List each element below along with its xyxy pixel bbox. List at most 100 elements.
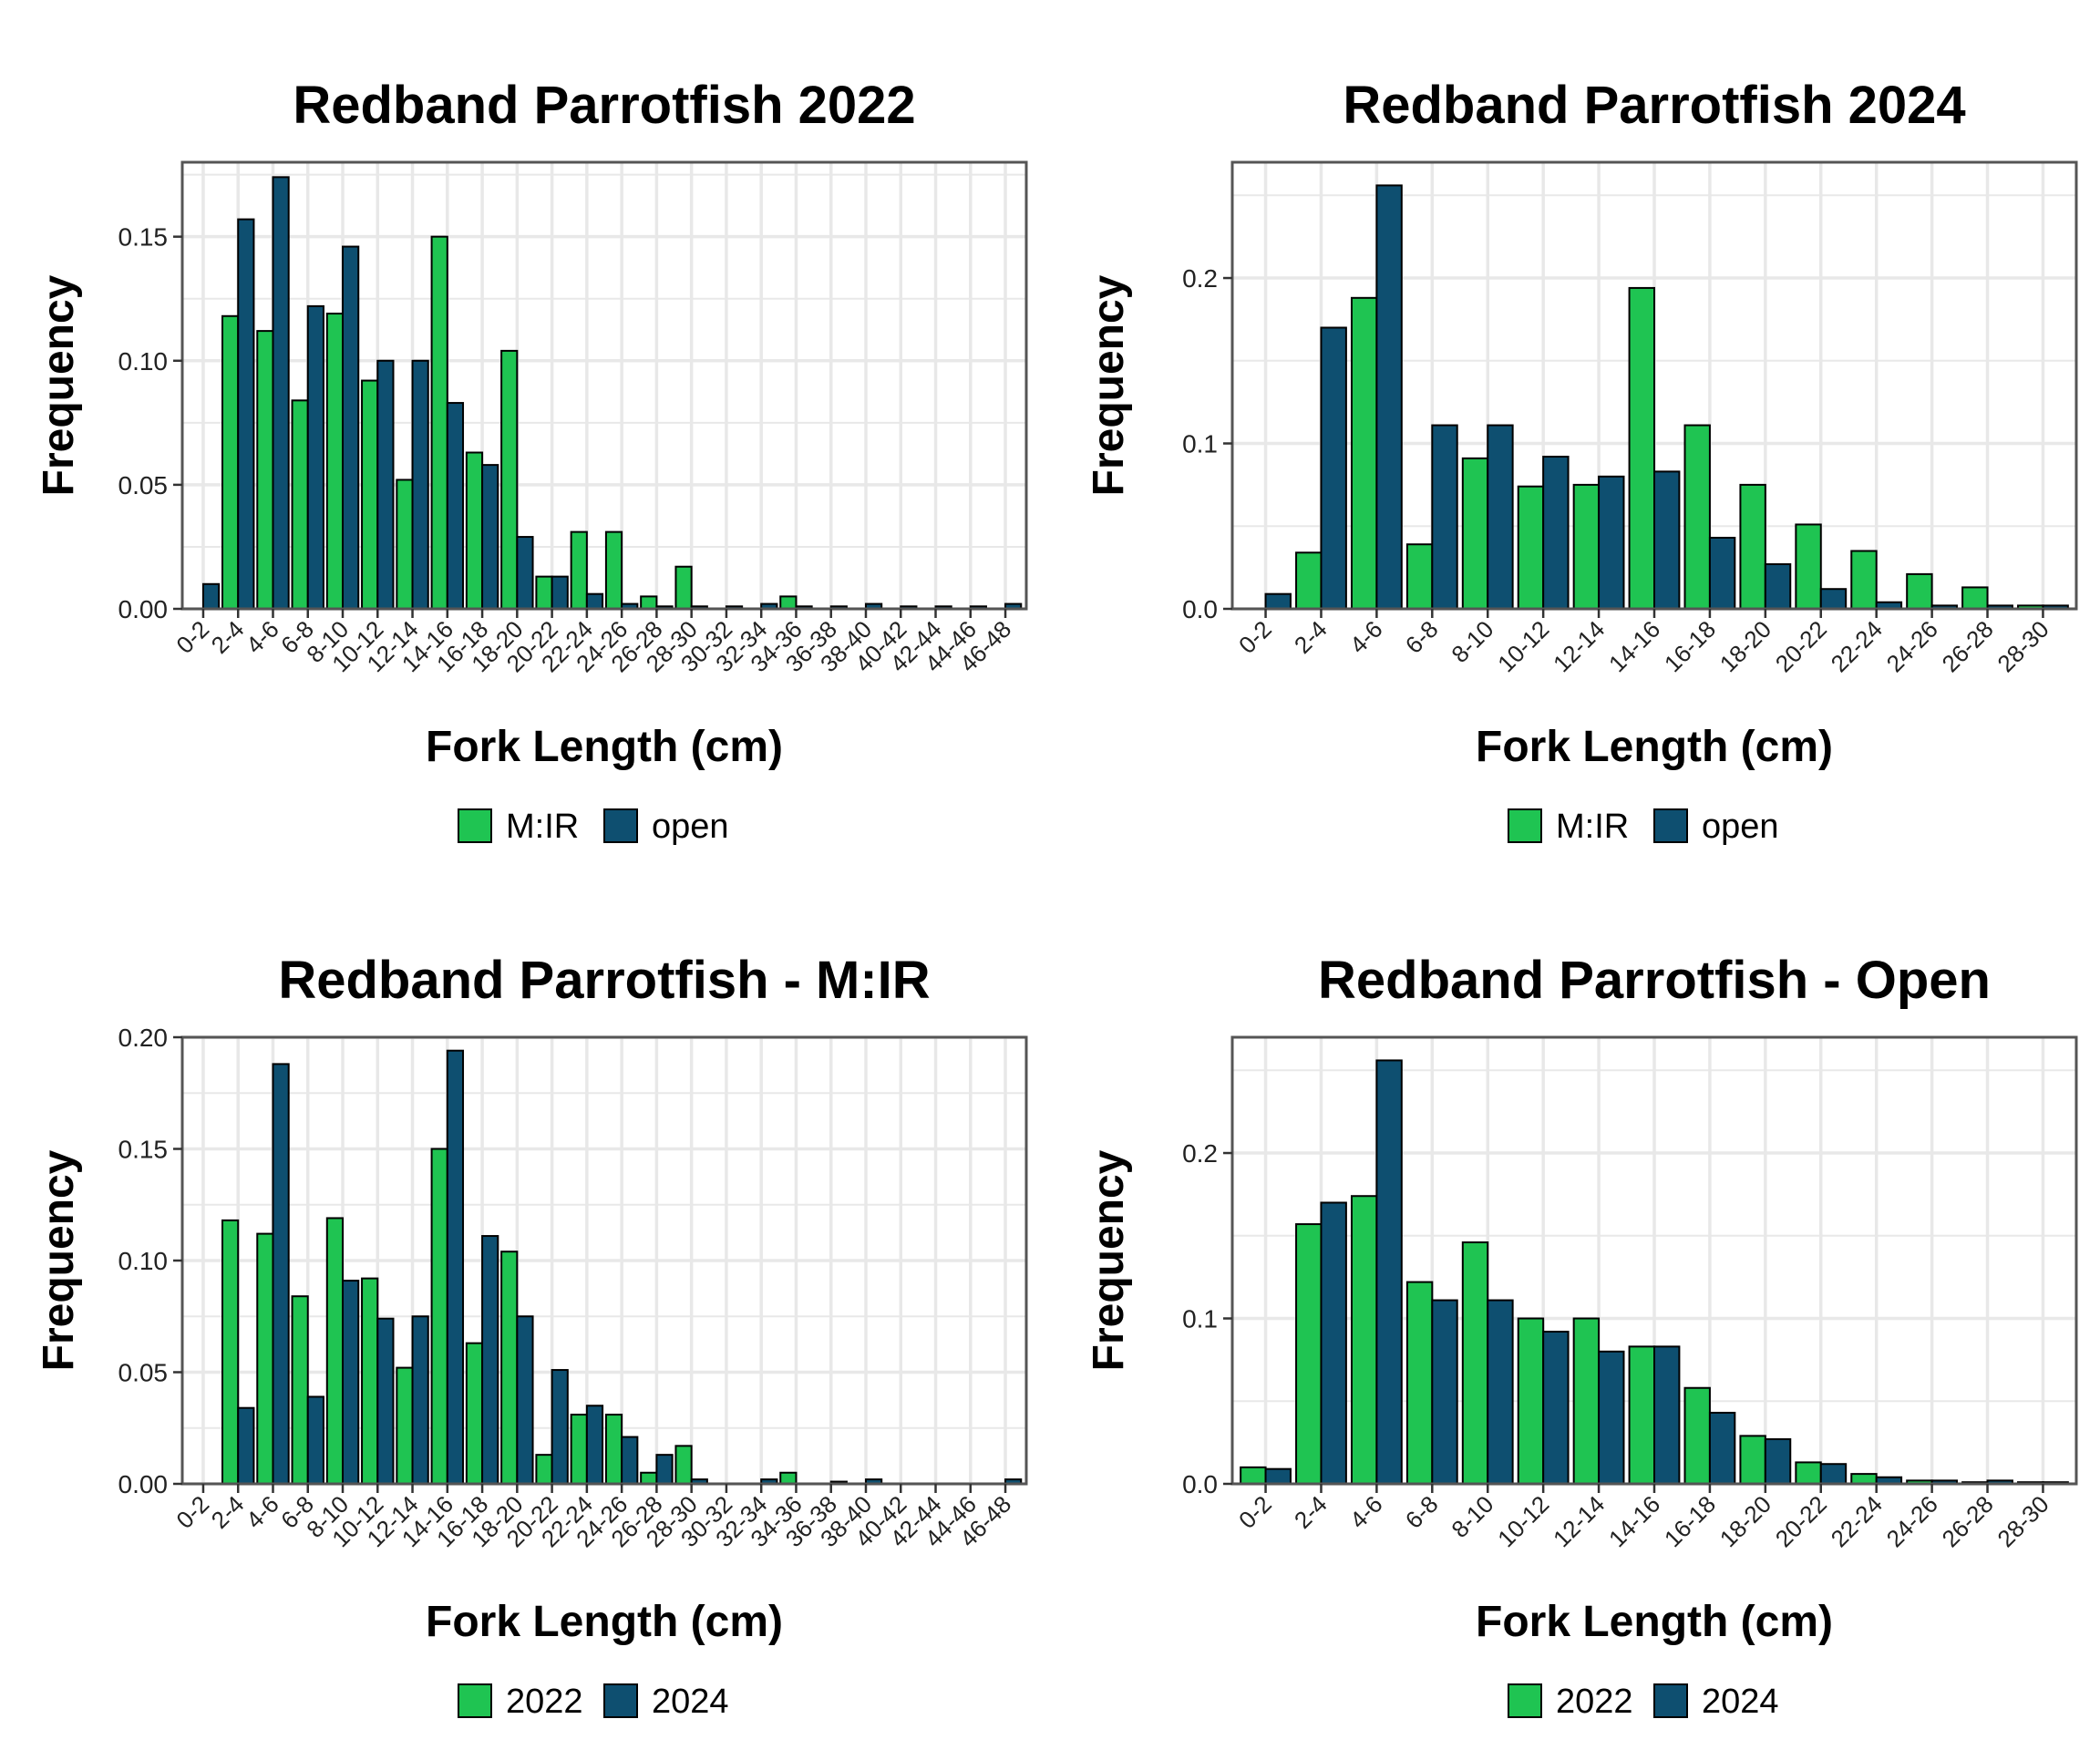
legend-swatch-open	[1653, 808, 1688, 843]
bars	[1240, 1059, 2069, 1486]
x-axis-title: Fork Length (cm)	[1476, 723, 1833, 771]
bar-2022-28-30	[674, 1445, 693, 1485]
bar-2022-2-4	[1295, 1223, 1323, 1485]
bar-m-ir-14-16	[1628, 286, 1655, 610]
bar-open-14-16	[1653, 470, 1681, 610]
legend-swatch-open	[603, 808, 638, 843]
y-tick-label: 0.05	[118, 1359, 169, 1387]
bar-2024-14-16	[446, 1049, 465, 1485]
x-tick-label: 8-10	[1446, 1490, 1498, 1543]
bar-2022-6-8	[291, 1295, 309, 1486]
legend: M:IR open	[458, 808, 729, 846]
bar-open-22-24	[585, 592, 604, 611]
bar-2022-22-24	[1850, 1473, 1878, 1485]
x-tick-label: 2-4	[1289, 1490, 1333, 1534]
bar-2024-12-14	[1598, 1350, 1625, 1485]
y-tick-label: 0.1	[1182, 430, 1218, 458]
bar-open-12-14	[411, 359, 429, 610]
plot-border	[180, 160, 1028, 611]
bar-2022-16-18	[465, 1342, 484, 1486]
chart-svg-2022: Redband Parrotfish 20220.000.050.100.150…	[35, 76, 1028, 846]
y-tick-label: 0.00	[118, 1470, 169, 1498]
bar-open-2-4	[1320, 326, 1347, 610]
y-tick-label: 0.00	[118, 595, 169, 623]
bar-2024-20-22	[1819, 1463, 1848, 1486]
bar-2024-22-24	[585, 1405, 604, 1485]
bar-2024-2-4	[237, 1406, 255, 1486]
bar-2024-6-8	[306, 1395, 324, 1486]
bar-2022-22-24	[570, 1414, 588, 1485]
bar-open-16-18	[1708, 536, 1736, 610]
y-tick-label: 0.1	[1182, 1305, 1218, 1333]
legend: M:IR open	[1508, 808, 1779, 846]
chart-panel-2024: Redband Parrotfish 2024 0.0 0.1 0.2 0-2 2-4 4-…	[1050, 0, 2100, 875]
y-axis: 0.0 0.1 0.2	[1182, 1139, 1232, 1498]
chart-panel-open: Redband Parrotfish - Open 0.0 0.1 0.2 0-2 2-4…	[1050, 875, 2100, 1750]
y-axis-title: Frequency	[35, 274, 83, 496]
bar-open-0-2	[1264, 592, 1292, 611]
y-axis-title: Frequency	[1085, 274, 1133, 496]
bar-2024-24-26	[621, 1436, 639, 1485]
bar-m-ir-22-24	[1850, 550, 1878, 611]
bar-m-ir-18-20	[500, 349, 519, 610]
bar-m-ir-18-20	[1739, 483, 1766, 611]
bar-m-ir-10-12	[1517, 485, 1545, 610]
y-axis-title: Frequency	[1085, 1149, 1133, 1371]
chart-svg-2024: Redband Parrotfish 2024 0.0 0.1 0.2 0-2 2-4 4-…	[1085, 76, 2078, 846]
bars	[1264, 184, 2069, 611]
bar-2024-0-2	[1264, 1467, 1292, 1486]
x-tick-label: 12-14	[1548, 1490, 1610, 1552]
bar-m-ir-8-10	[1461, 457, 1489, 610]
bar-2024-26-28	[655, 1454, 674, 1486]
bar-m-ir-12-14	[396, 479, 414, 611]
bar-2022-6-8	[1405, 1281, 1434, 1485]
bar-2022-18-20	[500, 1251, 519, 1486]
bar-m-ir-8-10	[325, 313, 345, 610]
bar-m-ir-4-6	[1350, 296, 1378, 610]
legend-swatch-m-ir	[1508, 808, 1542, 843]
bar-open-14-16	[446, 402, 465, 610]
x-tick-label: 20-22	[1770, 615, 1832, 677]
chart-title: Redband Parrotfish 2024	[1343, 76, 1965, 135]
x-tick-label: 26-28	[1937, 615, 1999, 677]
bar-m-ir-22-24	[570, 530, 588, 610]
bar-open-6-8	[306, 304, 324, 610]
bars	[221, 1049, 1023, 1486]
bar-2022-14-16	[430, 1148, 448, 1485]
bar-m-ir-26-28	[1961, 586, 1989, 611]
x-tick-label: 28-30	[1992, 1490, 2054, 1552]
bar-2022-24-26	[604, 1414, 623, 1485]
x-tick-label: 20-22	[1770, 1490, 1832, 1552]
x-axis-title: Fork Length (cm)	[426, 1598, 783, 1646]
bar-2024-10-12	[376, 1317, 395, 1486]
bar-2024-14-16	[1653, 1345, 1681, 1485]
bar-m-ir-34-36	[779, 595, 798, 611]
legend-label-2024: 2024	[652, 1683, 729, 1721]
bar-m-ir-6-8	[291, 399, 309, 611]
x-tick-label: 12-14	[1548, 615, 1610, 677]
x-tick-label: 18-20	[1714, 615, 1776, 677]
chart-panel-mir: Redband Parrotfish - M:IR 0.00 0.05 0.10 0.1…	[0, 875, 1050, 1750]
bar-2024-12-14	[411, 1315, 429, 1485]
bar-2022-8-10	[325, 1217, 345, 1485]
chart-title: Redband Parrotfish 2022	[293, 76, 915, 135]
x-tick-label: 8-10	[1446, 615, 1498, 668]
bar-m-ir-24-26	[1906, 572, 1933, 611]
x-tick-label: 16-18	[1659, 1490, 1721, 1552]
chart-panel-2022: Redband Parrotfish 2022 0.00 0.05 0.10 0.15 0…	[0, 0, 1050, 875]
x-axis: 0-22-44-66-88-1010-1212-1414-1616-1818-2…	[170, 1484, 1016, 1552]
bar-m-ir-6-8	[1405, 543, 1434, 611]
x-tick-label: 22-24	[1826, 615, 1888, 677]
y-axis: 0.00 0.05 0.10 0.15	[118, 223, 182, 623]
bar-m-ir-2-4	[221, 314, 240, 610]
bar-2024-16-18	[1708, 1411, 1736, 1485]
bar-2024-18-20	[1764, 1438, 1792, 1485]
y-tick-label: 0.15	[118, 223, 169, 252]
bar-2024-6-8	[1431, 1299, 1458, 1485]
legend-label-open: open	[652, 808, 729, 846]
y-tick-label: 0.05	[118, 471, 169, 499]
y-axis-title: Frequency	[35, 1149, 83, 1371]
bar-open-4-6	[1375, 184, 1403, 610]
x-tick-label: 6-8	[1400, 615, 1444, 659]
